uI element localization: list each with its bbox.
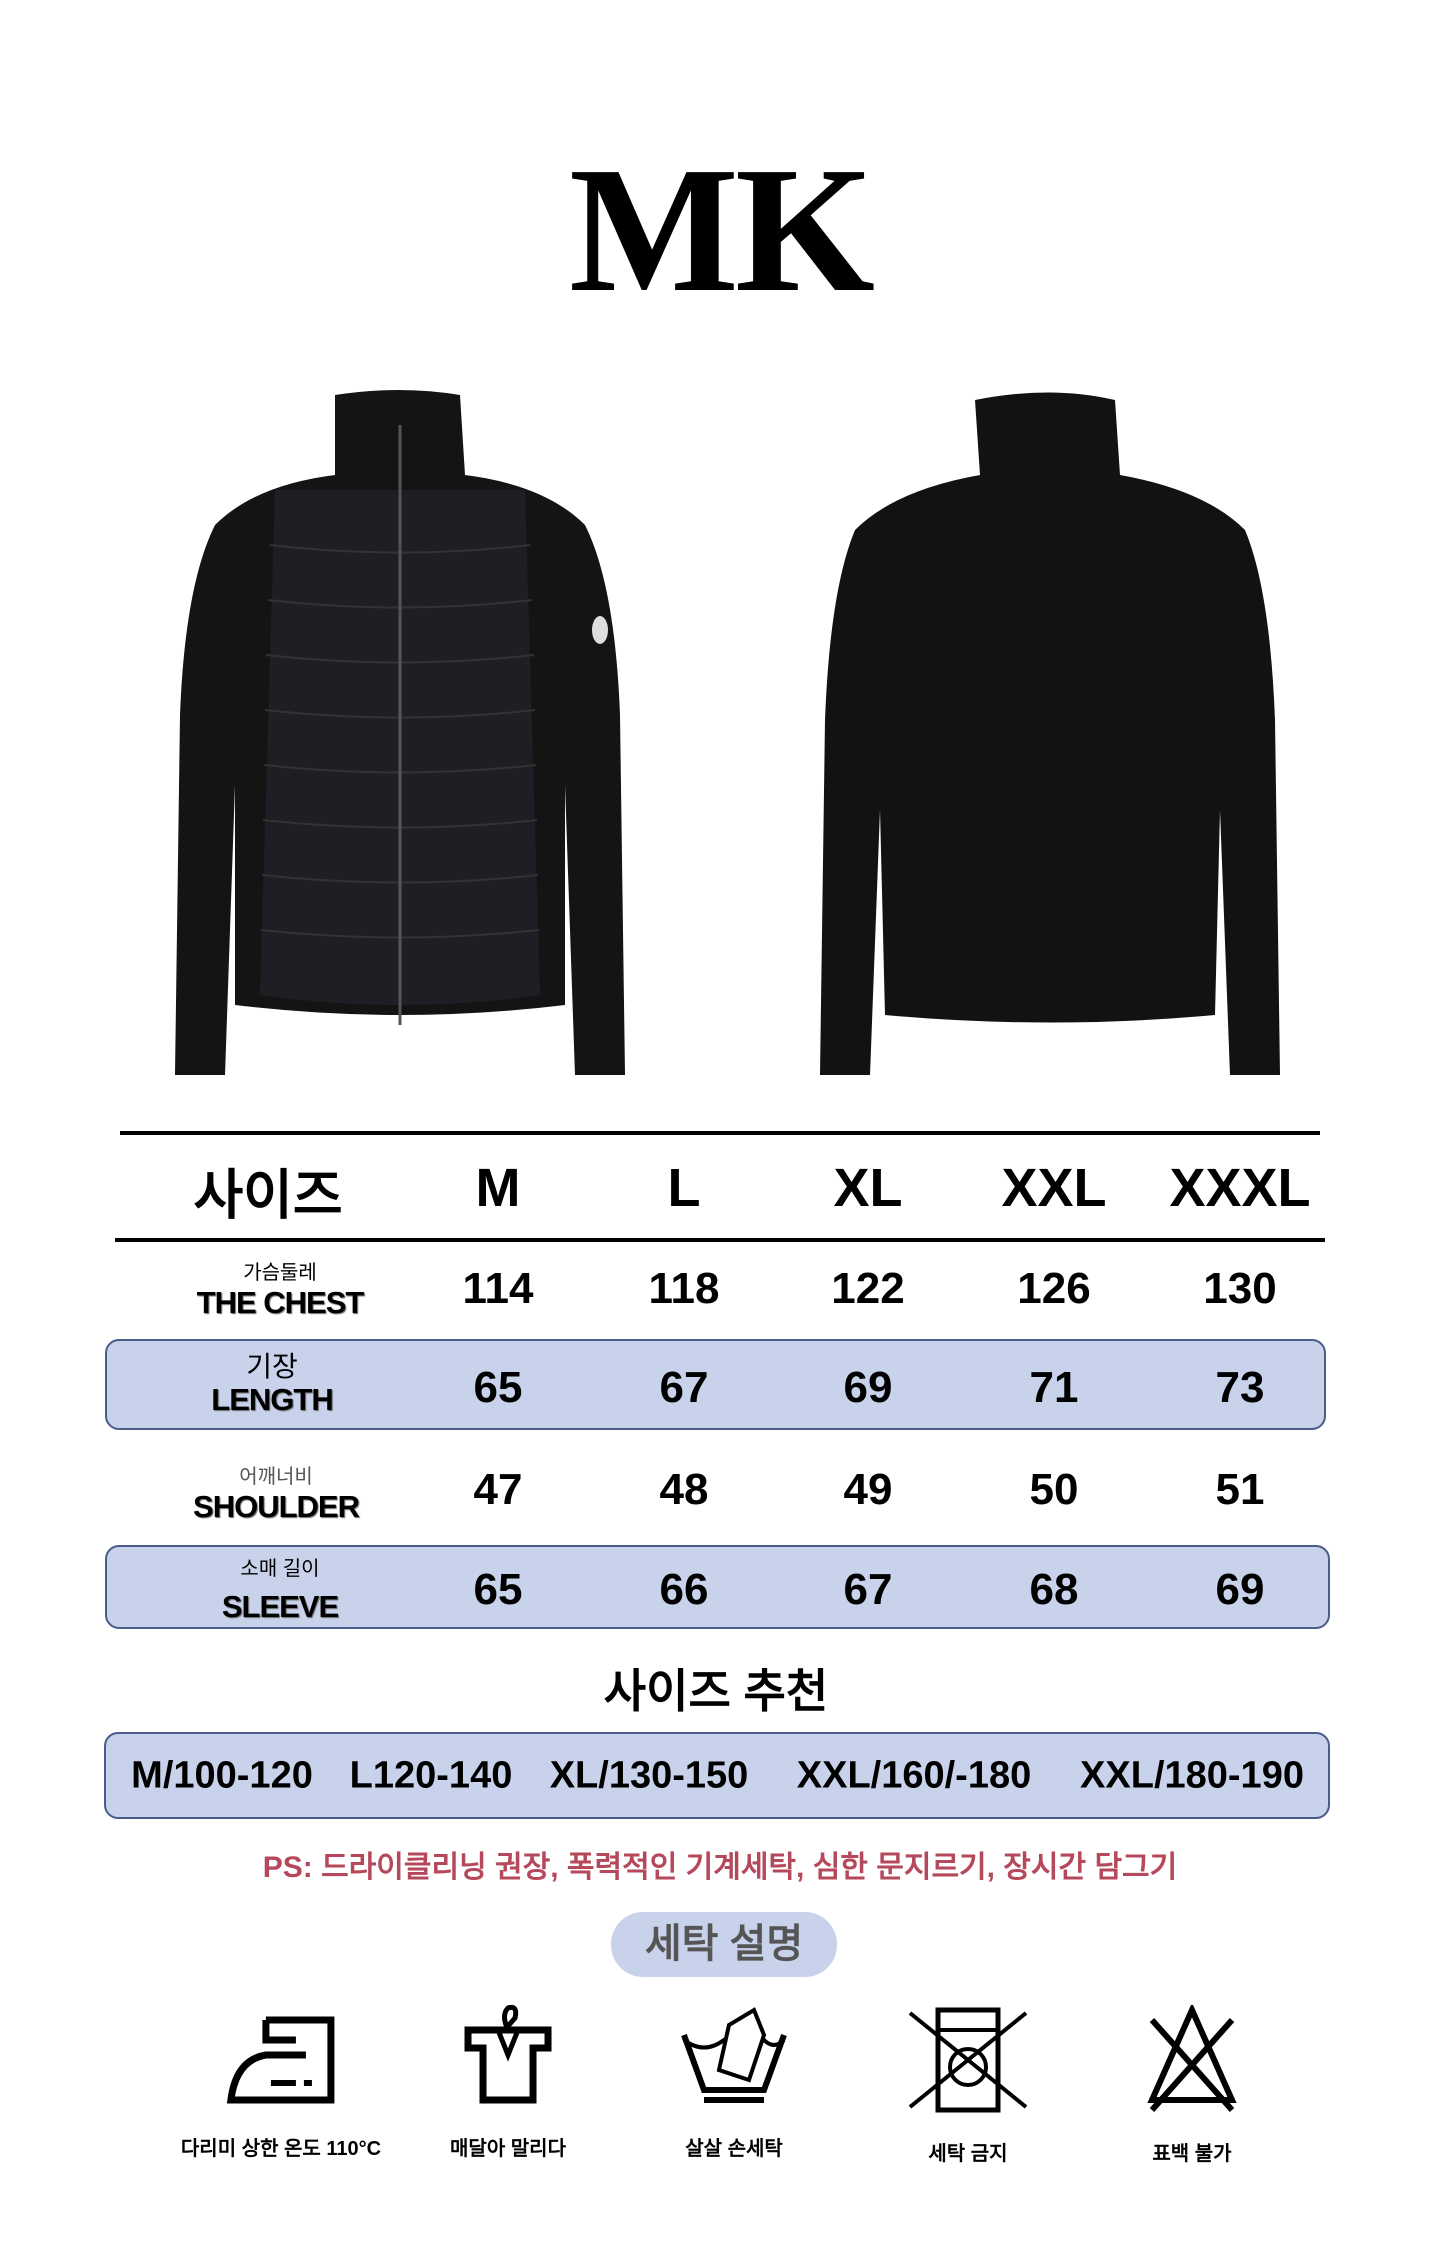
care-item-no-bleach: 표백 불가 xyxy=(1147,2005,1237,2166)
recommend-item: L120-140 xyxy=(349,1754,513,1797)
cell: 69 xyxy=(1215,1565,1265,1614)
row-highlight-sleeve xyxy=(105,1545,1330,1629)
label-ko: 가슴둘레 xyxy=(243,1262,317,1284)
care-title: 세탁 설명 xyxy=(611,1912,837,1977)
recommend-item: XXL/160/-180 xyxy=(796,1754,1032,1797)
hang-dry-icon xyxy=(464,2005,552,2104)
no-bleach-icon xyxy=(1147,2005,1237,2112)
header-m: M xyxy=(475,1158,521,1218)
care-item-no-machine-wash: 세탁 금지 xyxy=(908,2005,1028,2166)
care-item-hang-dry: 매달아 말리다 xyxy=(450,2000,566,2161)
table-header-rule xyxy=(115,1238,1325,1242)
cell: 48 xyxy=(659,1465,709,1514)
cell: 126 xyxy=(1017,1264,1091,1313)
label-en: LENGTH xyxy=(211,1382,333,1417)
recommend-item: XL/130-150 xyxy=(549,1754,749,1797)
label-ko: 소매 길이 xyxy=(240,1558,320,1580)
cell: 66 xyxy=(659,1565,709,1614)
recommend-item: M/100-120 xyxy=(131,1754,313,1797)
label-ko: 어깨너비 xyxy=(239,1466,313,1488)
row-label-chest: 가슴둘레 THE CHEST xyxy=(196,1260,365,1320)
cell: 65 xyxy=(473,1565,523,1614)
jacket-back-image xyxy=(820,392,1280,1075)
cell: 130 xyxy=(1203,1264,1277,1313)
cell: 73 xyxy=(1215,1363,1265,1412)
header-size: 사이즈 xyxy=(193,1165,343,1226)
cell: 49 xyxy=(843,1465,893,1514)
care-label: 매달아 말리다 xyxy=(450,2138,566,2160)
cell: 114 xyxy=(462,1264,534,1313)
label-en: SHOULDER xyxy=(193,1489,360,1524)
recommend-title: 사이즈 추천 xyxy=(603,1665,829,1717)
cell: 67 xyxy=(843,1565,893,1614)
table-top-rule xyxy=(120,1131,1320,1135)
iron-icon xyxy=(227,2016,335,2104)
care-label: 살살 손세탁 xyxy=(685,2138,783,2160)
row-highlight-length xyxy=(105,1339,1326,1430)
care-item-hand-wash: 살살 손세탁 xyxy=(679,2005,789,2161)
ps-note: PS: 드라이클리닝 권장, 폭력적인 기계세탁, 심한 문지르기, 장시간 담… xyxy=(262,1851,1178,1884)
brand-logo: MK xyxy=(569,130,875,329)
row-label-shoulder: 어깨너비 SHOULDER xyxy=(193,1464,360,1524)
recommend-box xyxy=(104,1732,1330,1819)
cell: 51 xyxy=(1215,1465,1265,1514)
cell: 65 xyxy=(473,1363,523,1412)
cell: 67 xyxy=(659,1363,709,1412)
row-label-sleeve: 소매 길이 SLEEVE xyxy=(221,1556,339,1624)
cell: 47 xyxy=(473,1465,523,1514)
care-label: 표백 불가 xyxy=(1152,2143,1232,2165)
cell: 118 xyxy=(648,1264,720,1313)
header-l: L xyxy=(667,1158,701,1218)
label-en: SLEEVE xyxy=(221,1589,339,1624)
cell: 68 xyxy=(1029,1565,1079,1614)
hand-wash-icon xyxy=(681,2007,787,2103)
cell: 69 xyxy=(843,1363,893,1412)
row-label-length: 기장 LENGTH xyxy=(211,1351,333,1417)
cell: 122 xyxy=(831,1264,905,1313)
no-machine-wash-icon xyxy=(908,2007,1028,2113)
label-en: THE CHEST xyxy=(196,1285,365,1320)
cell: 50 xyxy=(1029,1465,1079,1514)
label-ko: 기장 xyxy=(246,1351,298,1382)
care-label: 다리미 상한 온도 110°C xyxy=(180,2138,382,2160)
care-item-iron: 다리미 상한 온도 110°C xyxy=(181,2010,381,2161)
header-xl: XL xyxy=(833,1158,903,1218)
header-xxxl: XXXL xyxy=(1169,1158,1311,1218)
jacket-front-image xyxy=(175,390,625,1075)
header-xxl: XXL xyxy=(1001,1158,1107,1218)
cell: 71 xyxy=(1029,1363,1079,1412)
recommend-item: XXL/180-190 xyxy=(1080,1754,1304,1797)
care-label: 세탁 금지 xyxy=(928,2143,1008,2165)
